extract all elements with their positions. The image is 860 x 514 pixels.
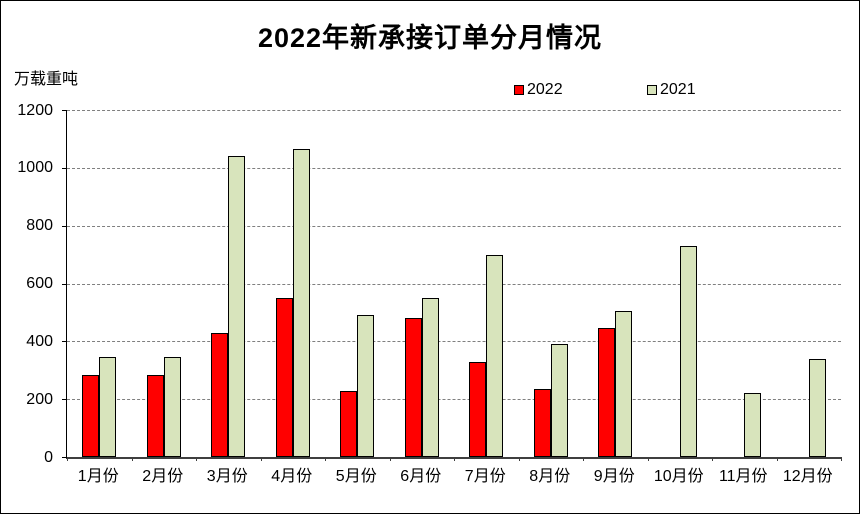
legend-swatch-2021-icon [647, 85, 657, 95]
bar-2021-10月份 [679, 245, 697, 457]
x-axis-tick-5 [389, 457, 391, 461]
legend-label-2021: 2021 [660, 81, 696, 98]
x-axis-tick-6 [454, 457, 455, 461]
x-axis-label-7月份: 7月份 [464, 468, 506, 485]
chart-title: 2022年新承接订单分月情况 [257, 23, 603, 53]
bar-2021-4月份 [292, 149, 310, 457]
x-axis-tick-10 [712, 457, 713, 461]
y-axis-tick-0 [62, 457, 67, 458]
bar-2021-2月份 [163, 357, 181, 457]
x-axis-tick-7 [518, 457, 520, 461]
x-axis-label-6月份: 6月份 [400, 468, 442, 485]
y-axis-tick-label-800: 800 [26, 217, 53, 235]
bar-2022-1月份 [82, 374, 100, 457]
bar-2021-7月份 [486, 254, 504, 457]
bar-2022-6月份 [404, 318, 422, 457]
x-axis-tick-8 [583, 457, 584, 461]
x-axis-label-2月份: 2月份 [142, 468, 184, 485]
y-axis-tick-200 [62, 399, 67, 401]
gridline-1200 [67, 110, 841, 111]
bar-2022-4月份 [275, 297, 293, 457]
bar-2021-5月份 [357, 315, 375, 457]
x-axis-tick-4 [325, 457, 326, 461]
legend-item-2021: 2021 [647, 81, 696, 99]
y-axis-tick-label-0: 0 [44, 448, 53, 466]
bar-2022-5月份 [340, 390, 358, 457]
bar-2021-9月份 [615, 310, 633, 457]
bar-2021-12月份 [808, 358, 826, 457]
gridline-1000 [67, 167, 841, 169]
bar-2021-6月份 [421, 297, 439, 457]
x-axis-label-3月份: 3月份 [206, 468, 248, 485]
bar-2022-7月份 [469, 361, 487, 457]
y-axis-tick-1200 [62, 110, 67, 111]
x-axis-tick-0 [67, 457, 68, 461]
bar-2022-2月份 [146, 374, 164, 457]
gridline-200 [67, 399, 841, 401]
bar-2021-8月份 [550, 344, 568, 457]
x-axis-label-12月份: 12月份 [782, 468, 833, 485]
x-axis-tick-3 [260, 457, 262, 461]
y-axis-unit-label: 万载重吨 [14, 71, 79, 88]
x-axis-label-4月份: 4月份 [271, 468, 313, 485]
y-axis-tick-label-1200: 1200 [17, 101, 53, 119]
legend-swatch-2022-icon [514, 85, 524, 95]
y-axis-tick-600 [62, 283, 67, 285]
gridline-400 [67, 341, 841, 343]
x-axis-label-11月份: 11月份 [718, 468, 768, 485]
y-axis-tick-800 [62, 225, 67, 227]
bar-2021-3月份 [228, 156, 246, 457]
bar-2022-8月份 [533, 389, 551, 457]
y-axis-tick-400 [62, 341, 67, 343]
x-axis-tick-2 [196, 457, 197, 461]
x-axis-label-10月份: 10月份 [653, 468, 704, 485]
x-axis-label-5月份: 5月份 [335, 468, 377, 485]
x-axis-label-9月份: 9月份 [593, 468, 635, 485]
plot-area [62, 110, 842, 461]
gridline-600 [67, 283, 841, 285]
y-axis-tick-label-400: 400 [26, 332, 53, 350]
bar-2022-3月份 [211, 332, 229, 457]
bar-2022-9月份 [598, 328, 616, 457]
x-axis-tick-12 [841, 457, 842, 461]
x-axis-label-1月份: 1月份 [77, 468, 119, 485]
y-axis-tick-label-200: 200 [26, 390, 53, 408]
x-axis-tick-11 [776, 457, 778, 461]
legend-item-2022: 2022 [514, 81, 563, 99]
y-axis-tick-1000 [62, 167, 67, 169]
y-axis-tick-label-600: 600 [26, 275, 53, 292]
x-axis-tick-9 [647, 457, 649, 461]
bar-2021-11月份 [744, 393, 762, 457]
bar-2021-1月份 [99, 357, 117, 457]
y-axis-tick-label-1000: 1000 [17, 159, 53, 177]
x-axis-tick-1 [131, 457, 133, 461]
legend-label-2022: 2022 [527, 81, 563, 98]
gridline-800 [67, 225, 841, 227]
x-axis-label-8月份: 8月份 [529, 468, 571, 485]
